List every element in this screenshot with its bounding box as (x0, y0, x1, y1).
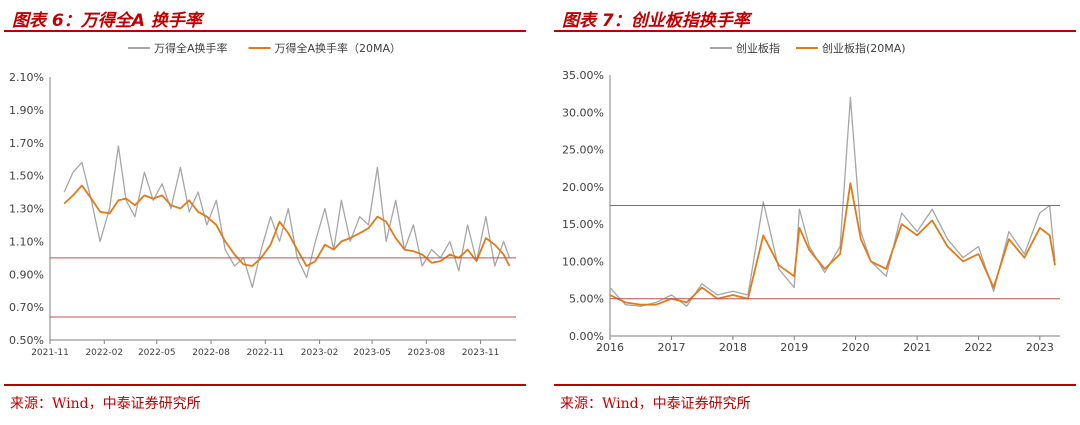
legend-label: 创业板指 (736, 41, 780, 55)
x-tick-label: 2023-05 (353, 348, 391, 358)
chart-title-bar: 图表 6：万得全A 换手率 (4, 4, 526, 32)
y-tick-label: 2.10% (9, 71, 44, 84)
y-tick-label: 25.00% (562, 144, 604, 157)
turnover-chart-chinext: 0.00% 5.00% 10.00% 15.00% 20.00% 25.00% 30.00%… (562, 41, 1060, 354)
x-tick-label: 2023-11 (462, 348, 500, 358)
x-tick-label: 2022 (964, 341, 992, 354)
legend-label: 创业板指(20MA) (822, 41, 906, 55)
x-tick-label: 2017 (658, 341, 686, 354)
y-tick-label: 1.10% (9, 235, 44, 248)
series-line (63, 145, 511, 289)
y-tick-label: 1.90% (9, 104, 44, 117)
y-tick-label: 0.90% (9, 268, 44, 281)
chart-title: 图表 7：创业板指换手率 (562, 11, 750, 31)
y-tick-label: 10.00% (562, 255, 604, 268)
bottom-rule (554, 384, 1076, 386)
chart-panel-left: 图表 6：万得全A 换手率 0.50% 0.70% 0.90% 1.10% 1.30% 1… (0, 0, 530, 425)
y-tick-label: 1.30% (9, 203, 44, 216)
y-tick-label: 20.00% (562, 181, 604, 194)
x-tick-label: 2023-02 (301, 348, 339, 358)
x-tick-label: 2019 (780, 341, 808, 354)
legend-label: 万得全A换手率 (154, 41, 228, 55)
chart-title-bar: 图表 7：创业板指换手率 (554, 4, 1076, 32)
source-note: 来源：Wind，中泰证券研究所 (560, 396, 751, 412)
x-tick-label: 2022-08 (192, 348, 230, 358)
x-tick-label: 2022-11 (246, 348, 284, 358)
x-tick-label: 2018 (719, 341, 747, 354)
y-tick-label: 5.00% (569, 293, 604, 306)
x-tick-label: 2022-05 (138, 348, 176, 358)
y-tick-label: 15.00% (562, 218, 604, 231)
x-tick-label: 2021 (903, 341, 931, 354)
series-line (609, 182, 1056, 306)
bottom-rule (4, 384, 526, 386)
legend-label: 万得全A换手率（20MA） (275, 41, 402, 55)
series-line (63, 184, 511, 267)
y-tick-label: 0.70% (9, 301, 44, 314)
x-tick-label: 2016 (596, 341, 624, 354)
y-tick-label: 35.00% (562, 69, 604, 82)
turnover-chart-wind-a: 0.50% 0.70% 0.90% 1.10% 1.30% 1.50% 1.70% 1.90%… (9, 41, 516, 358)
x-tick-label: 2023 (1026, 341, 1054, 354)
x-tick-label: 2021-11 (31, 348, 69, 358)
chart-panel-right: 图表 7：创业板指换手率 0.00% 5.00% 10.00% 15.00% 20.00… (550, 0, 1080, 425)
x-tick-label: 2022-02 (85, 348, 123, 358)
y-tick-label: 0.00% (569, 330, 604, 343)
y-tick-label: 1.70% (9, 137, 44, 150)
source-note: 来源：Wind，中泰证券研究所 (10, 396, 201, 412)
y-tick-label: 1.50% (9, 170, 44, 183)
chart-title: 图表 6：万得全A 换手率 (12, 11, 202, 31)
x-tick-label: 2023-08 (408, 348, 446, 358)
x-tick-label: 2020 (842, 341, 870, 354)
y-tick-label: 30.00% (562, 106, 604, 119)
y-tick-label: 0.50% (9, 334, 44, 347)
